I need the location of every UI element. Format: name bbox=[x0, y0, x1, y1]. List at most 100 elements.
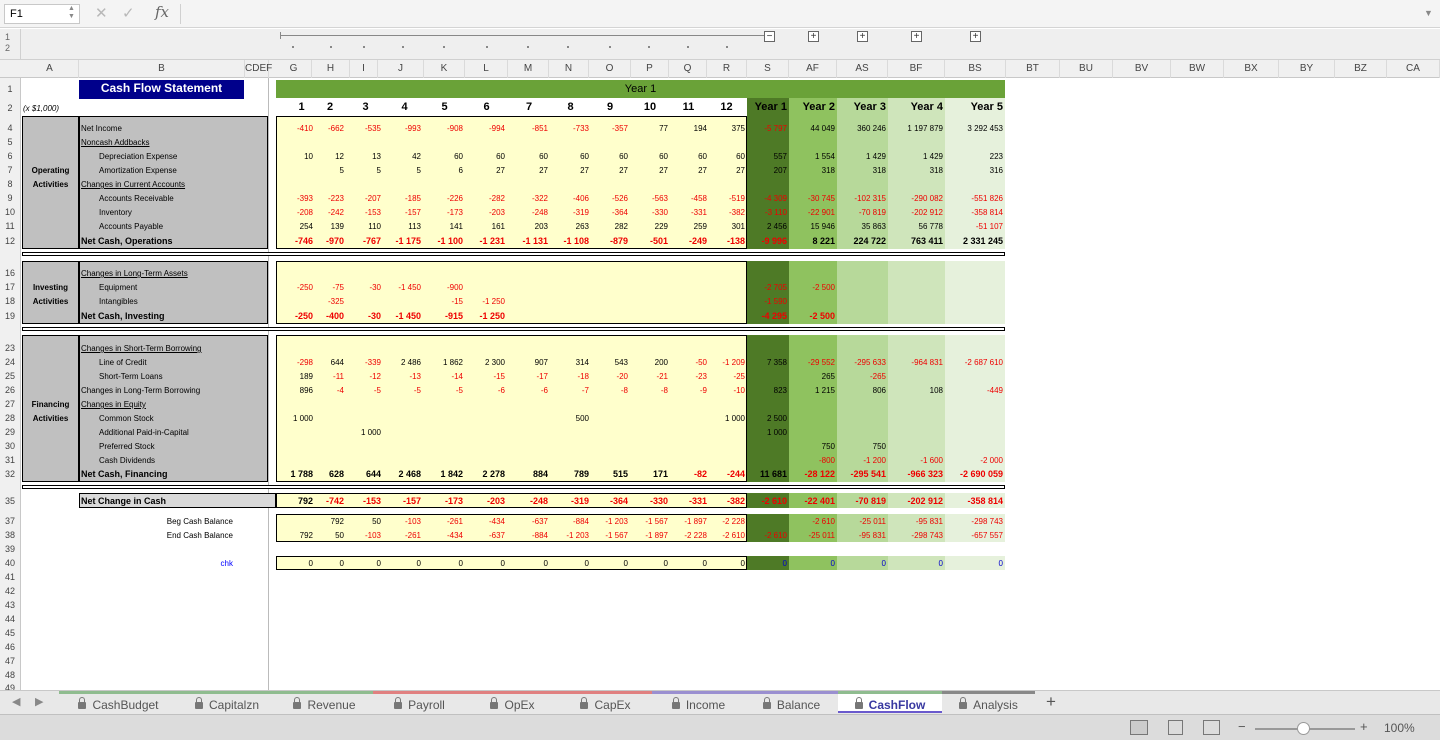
value-cell[interactable]: -434 bbox=[446, 531, 463, 540]
value-cell[interactable]: 203 bbox=[534, 222, 548, 231]
value-cell[interactable]: 2 468 bbox=[398, 469, 421, 479]
sheet-tab-capitalzn[interactable]: Capitalzn bbox=[178, 691, 276, 713]
value-cell[interactable]: -1 100 bbox=[437, 236, 463, 246]
sheet-tab-opex[interactable]: OpEx bbox=[466, 691, 559, 713]
value-cell[interactable]: 60 bbox=[659, 152, 668, 161]
value-cell[interactable]: 60 bbox=[539, 152, 548, 161]
row-header-32[interactable]: 32 bbox=[4, 469, 15, 479]
row-header-42[interactable]: 42 bbox=[4, 586, 15, 596]
value-cell[interactable]: 0 bbox=[740, 559, 745, 568]
value-cell[interactable]: 301 bbox=[731, 222, 745, 231]
column-header-o[interactable]: O bbox=[589, 60, 631, 78]
column-header-bx[interactable]: BX bbox=[1224, 60, 1279, 78]
value-cell[interactable]: 314 bbox=[575, 358, 589, 367]
value-cell[interactable]: 907 bbox=[534, 358, 548, 367]
value-cell[interactable]: -20 bbox=[616, 372, 628, 381]
column-header-as[interactable]: AS bbox=[837, 60, 888, 78]
value-cell[interactable]: -2 000 bbox=[980, 456, 1003, 465]
value-cell[interactable]: -2 610 bbox=[812, 517, 835, 526]
value-cell[interactable]: -2 705 bbox=[764, 283, 787, 292]
value-cell[interactable]: 1 000 bbox=[292, 414, 313, 423]
value-cell[interactable]: -1 450 bbox=[395, 311, 421, 321]
value-cell[interactable]: -13 bbox=[409, 372, 421, 381]
value-cell[interactable]: -30 bbox=[367, 311, 381, 321]
row-header-10[interactable]: 10 bbox=[4, 207, 15, 217]
value-cell[interactable]: 263 bbox=[575, 222, 589, 231]
value-cell[interactable]: 60 bbox=[736, 152, 745, 161]
sheet-tab-payroll[interactable]: Payroll bbox=[373, 691, 466, 713]
value-cell[interactable]: 0 bbox=[584, 559, 589, 568]
value-cell[interactable]: 360 246 bbox=[857, 124, 886, 133]
row-header-27[interactable]: 27 bbox=[4, 399, 15, 409]
value-cell[interactable]: -458 bbox=[690, 194, 707, 203]
column-header-q[interactable]: Q bbox=[669, 60, 707, 78]
value-cell[interactable]: -2 228 bbox=[684, 531, 707, 540]
value-cell[interactable]: -25 011 bbox=[808, 531, 835, 540]
value-cell[interactable]: 10 bbox=[304, 152, 313, 161]
value-cell[interactable]: -637 bbox=[531, 517, 548, 526]
function-icon[interactable]: fx bbox=[155, 3, 170, 21]
value-cell[interactable]: -657 557 bbox=[971, 531, 1003, 540]
row-header-40[interactable]: 40 bbox=[4, 558, 15, 568]
sheet-tab-balance[interactable]: Balance bbox=[745, 691, 838, 713]
value-cell[interactable]: -203 bbox=[488, 208, 505, 217]
value-cell[interactable]: -1 175 bbox=[395, 236, 421, 246]
value-cell[interactable]: -993 bbox=[404, 124, 421, 133]
value-cell[interactable]: -138 bbox=[726, 236, 745, 246]
value-cell[interactable]: 0 bbox=[830, 559, 835, 568]
value-cell[interactable]: -2 500 bbox=[809, 311, 835, 321]
value-cell[interactable]: -5 bbox=[413, 386, 421, 395]
value-cell[interactable]: 806 bbox=[872, 386, 886, 395]
value-cell[interactable]: -2 690 059 bbox=[959, 469, 1003, 479]
value-cell[interactable]: -879 bbox=[609, 236, 628, 246]
row-header-6[interactable]: 6 bbox=[7, 151, 13, 161]
row-header-2[interactable]: 2 bbox=[7, 103, 13, 113]
row-header-24[interactable]: 24 bbox=[4, 357, 15, 367]
column-header-h[interactable]: H bbox=[312, 60, 350, 78]
row-header-29[interactable]: 29 bbox=[4, 427, 15, 437]
row-header-11[interactable]: 11 bbox=[5, 221, 15, 231]
row-header-4[interactable]: 4 bbox=[7, 123, 13, 133]
value-cell[interactable]: -249 bbox=[688, 236, 707, 246]
value-cell[interactable]: 194 bbox=[693, 124, 707, 133]
value-cell[interactable]: -153 bbox=[364, 208, 381, 217]
value-cell[interactable]: 13 bbox=[372, 152, 381, 161]
row-header-28[interactable]: 28 bbox=[4, 413, 15, 423]
zoom-in-button[interactable]: + bbox=[1360, 719, 1368, 734]
value-cell[interactable]: -242 bbox=[327, 208, 344, 217]
column-header-bf[interactable]: BF bbox=[888, 60, 945, 78]
value-cell[interactable]: -23 bbox=[695, 372, 707, 381]
sheet-tab-cashbudget[interactable]: CashBudget bbox=[59, 691, 178, 713]
value-cell[interactable]: 1 862 bbox=[442, 358, 463, 367]
value-cell[interactable]: -434 bbox=[488, 517, 505, 526]
value-cell[interactable]: 543 bbox=[614, 358, 628, 367]
sheet-tab-analysis[interactable]: Analysis bbox=[942, 691, 1035, 713]
value-cell[interactable]: 50 bbox=[372, 517, 381, 526]
value-cell[interactable]: -1 209 bbox=[722, 358, 745, 367]
value-cell[interactable]: 823 bbox=[773, 386, 787, 395]
value-cell[interactable]: -1 600 bbox=[920, 456, 943, 465]
sheet-tab-capex[interactable]: CapEx bbox=[559, 691, 652, 713]
column-header-af[interactable]: AF bbox=[789, 60, 837, 78]
value-cell[interactable]: 0 bbox=[881, 559, 886, 568]
value-cell[interactable]: -202 912 bbox=[907, 496, 943, 506]
value-cell[interactable]: -51 107 bbox=[975, 222, 1003, 231]
value-cell[interactable]: 763 411 bbox=[910, 236, 943, 246]
column-header-by[interactable]: BY bbox=[1279, 60, 1335, 78]
value-cell[interactable]: 27 bbox=[619, 166, 628, 175]
value-cell[interactable]: 1 842 bbox=[440, 469, 463, 479]
value-cell[interactable]: -964 831 bbox=[911, 358, 943, 367]
name-box-stepper-icon[interactable]: ▲ ▼ bbox=[68, 5, 75, 20]
value-cell[interactable]: 27 bbox=[659, 166, 668, 175]
value-cell[interactable]: 318 bbox=[821, 166, 835, 175]
value-cell[interactable]: -1 108 bbox=[563, 236, 589, 246]
value-cell[interactable]: 11 681 bbox=[759, 469, 787, 479]
value-cell[interactable]: 42 bbox=[412, 152, 421, 161]
value-cell[interactable]: 27 bbox=[496, 166, 505, 175]
value-cell[interactable]: -25 bbox=[733, 372, 745, 381]
value-cell[interactable]: -9 bbox=[699, 386, 707, 395]
row-header-19[interactable]: 19 bbox=[4, 311, 15, 321]
value-cell[interactable]: 318 bbox=[872, 166, 886, 175]
prev-sheet-icon[interactable]: ◀ bbox=[12, 696, 21, 708]
